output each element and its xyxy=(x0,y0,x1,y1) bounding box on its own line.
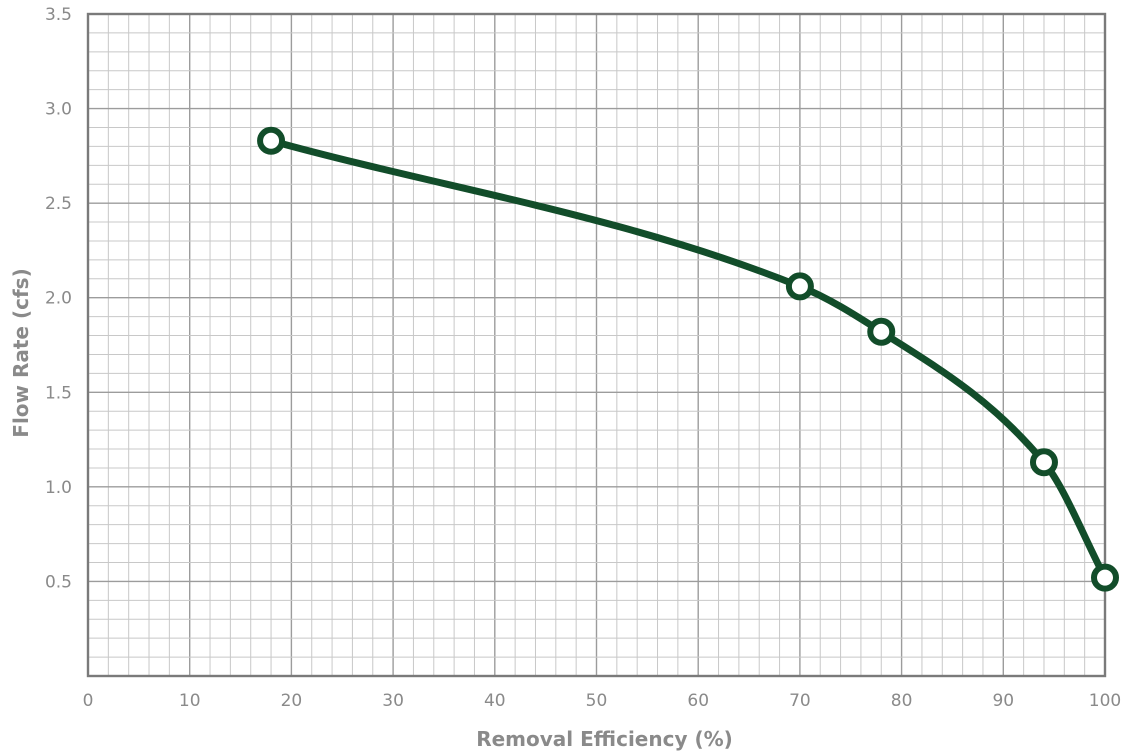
data-point-marker xyxy=(785,272,814,301)
y-tick-label: 3.5 xyxy=(45,5,72,25)
x-tick-label: 30 xyxy=(382,691,404,711)
series-layer xyxy=(257,126,1119,592)
y-tick-label: 3.0 xyxy=(45,100,72,120)
y-tick-label: 1.5 xyxy=(45,383,72,403)
x-tick-label: 50 xyxy=(586,691,608,711)
y-axis-ticks: 0.5 1.0 1.5 2.0 2.5 3.0 3.5 xyxy=(45,5,72,592)
x-tick-label: 0 xyxy=(83,691,94,711)
x-tick-label: 60 xyxy=(687,691,709,711)
data-point-marker xyxy=(1029,448,1058,477)
x-tick-label: 80 xyxy=(891,691,913,711)
series-line xyxy=(267,137,1109,582)
x-axis-ticks: 0 10 20 30 40 50 60 70 80 90 100 xyxy=(83,691,1122,711)
plot-frame xyxy=(86,12,1107,678)
data-point-marker xyxy=(1091,563,1119,592)
y-tick-label: 2.0 xyxy=(45,289,72,309)
x-axis-label: Removal Efficiency (%) xyxy=(476,727,733,751)
y-axis-label: Flow Rate (cfs) xyxy=(9,268,33,437)
x-tick-label: 20 xyxy=(281,691,303,711)
x-tick-label: 100 xyxy=(1089,691,1121,711)
x-tick-label: 90 xyxy=(992,691,1014,711)
data-point-marker xyxy=(257,126,286,155)
x-tick-label: 10 xyxy=(179,691,201,711)
data-point-marker xyxy=(867,317,896,346)
y-tick-label: 1.0 xyxy=(45,478,72,498)
y-tick-label: 2.5 xyxy=(45,194,72,214)
x-tick-label: 40 xyxy=(484,691,506,711)
x-tick-label: 70 xyxy=(789,691,811,711)
y-tick-label: 0.5 xyxy=(45,572,72,592)
grid xyxy=(87,13,1106,677)
